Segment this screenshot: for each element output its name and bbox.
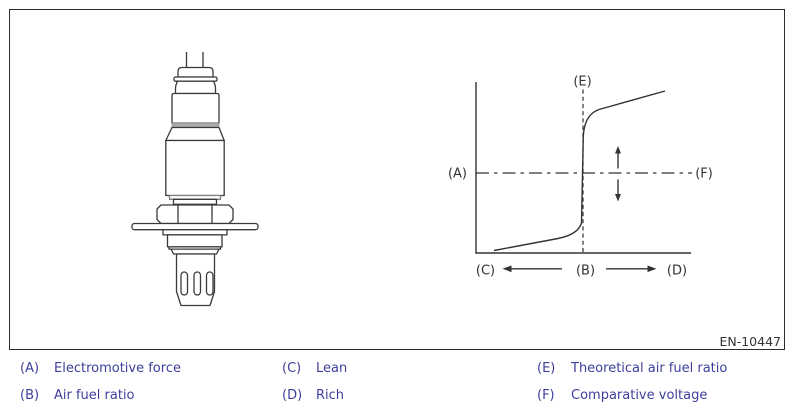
sensor-flange [131,222,259,231]
legend-item-a: (A) Electromotive force [20,361,181,376]
legend-item-b: (B) Air fuel ratio [20,388,135,403]
rich-direction-arrow [606,265,657,273]
graph-label-theoretical-ratio: (E) [573,75,591,90]
sensor-step-collar-inner [172,198,218,205]
figure-frame [9,9,785,350]
oxygen-sensor-illustration [131,52,259,307]
legend-item-d: (D) Rich [282,388,344,403]
legend-text-e: Theoretical air fuel ratio [571,361,728,376]
voltage-swing-arrows [615,146,621,202]
legend-tag-f: (F) [537,388,555,403]
sensor-vent-slots [180,271,214,296]
sensor-upper-barrel [171,92,220,124]
sensor-hex-nut [156,204,234,225]
figure-code: EN-10447 [719,334,781,349]
legend-tag-b: (B) [20,388,40,403]
legend-tag-c: (C) [282,361,302,376]
graph-label-rich: (D) [667,264,687,279]
legend-item-c: (C) Lean [282,361,347,376]
sensor-tip-taper [170,248,220,255]
legend-tag-e: (E) [537,361,556,376]
down-arrow-head [615,194,621,202]
legend-text-c: Lean [316,361,348,376]
sensor-top-cap [177,66,214,78]
lean-direction-arrow [502,265,562,273]
sensor-thread-section [166,234,223,248]
graph-label-comparative-voltage: (F) [695,167,713,182]
graph-label-electromotive-force: (A) [448,167,467,182]
characteristic-curve-graph [475,82,692,273]
up-arrow-head [615,146,621,154]
legend-text-d: Rich [316,388,345,403]
graph-label-lean: (C) [476,264,495,279]
graph-label-air-fuel-ratio: (B) [576,264,595,279]
legend-text-b: Air fuel ratio [54,388,135,403]
sensor-lower-barrel [165,139,225,197]
output-curve [493,90,666,252]
legend-tag-a: (A) [20,361,40,376]
legend-item-e: (E) Theoretical air fuel ratio [537,361,727,376]
legend-item-f: (F) Comparative voltage [537,388,707,403]
sensor-shoulder [165,126,225,142]
sensor-neck [174,80,217,95]
sensor-hex-facets [177,205,213,224]
sensor-gray-band [171,122,220,128]
graph-labels: (A) (F) (E) (C) (B) (D) [448,75,713,279]
legend-tag-d: (D) [282,388,303,403]
sensor-flange-collar [162,229,228,236]
legend-text-f: Comparative voltage [571,388,708,403]
legend-text-a: Electromotive force [54,361,181,376]
